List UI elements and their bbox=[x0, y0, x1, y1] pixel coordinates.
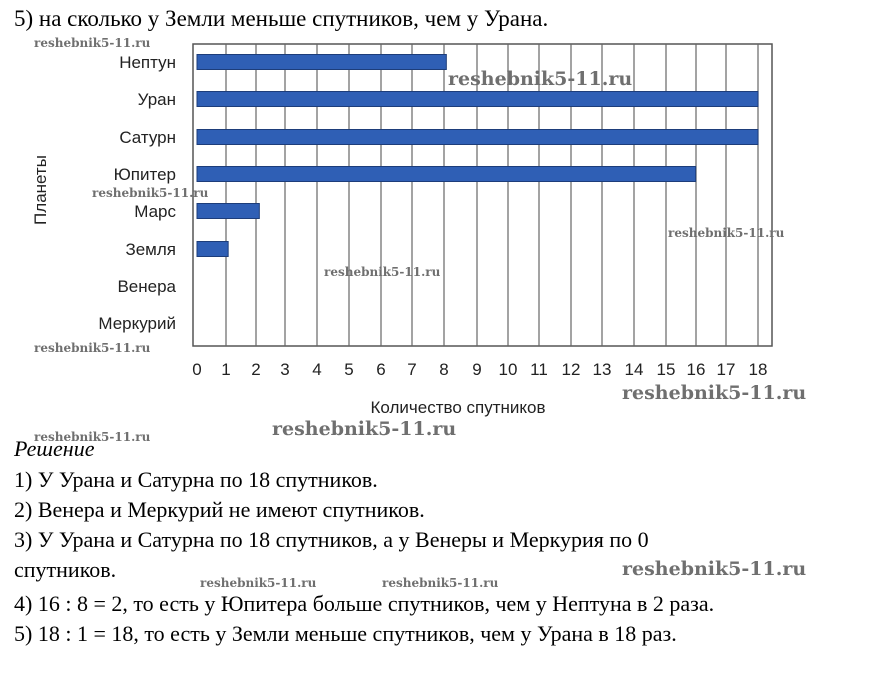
x-tick-label: 7 bbox=[407, 360, 416, 379]
watermark: reshebnik5-11.ru bbox=[200, 576, 317, 590]
solution-line: 3) У Урана и Сатурна по 18 спутников, а … bbox=[14, 527, 649, 552]
category-label: Уран bbox=[138, 90, 176, 109]
watermark: reshebnik5-11.ru bbox=[34, 36, 151, 50]
watermark: reshebnik5-11.ru bbox=[324, 265, 441, 279]
bar-3 bbox=[196, 129, 759, 145]
question-text: 5) на сколько у Земли меньше спутников, … bbox=[14, 6, 549, 31]
x-tick-label: 1 bbox=[221, 360, 230, 379]
watermark: reshebnik5-11.ru bbox=[272, 418, 457, 440]
solution-line: 1) У Урана и Сатурна по 18 спутников. bbox=[14, 467, 378, 492]
x-tick-label: 13 bbox=[593, 360, 612, 379]
x-tick-label: 15 bbox=[657, 360, 676, 379]
category-label: Нептун bbox=[119, 53, 176, 72]
category-label: Земля bbox=[125, 240, 176, 259]
bar-2 bbox=[196, 91, 759, 107]
x-tick-label: 5 bbox=[344, 360, 353, 379]
solution-title: Решение bbox=[14, 436, 95, 461]
chart-bars bbox=[196, 54, 759, 257]
y-axis-title: Планеты bbox=[31, 155, 50, 225]
x-tick-labels: 0 1 2 3 4 5 6 7 8 9 10 11 12 13 14 15 16 17 18 bbox=[192, 360, 767, 379]
x-tick-label: 0 bbox=[192, 360, 201, 379]
category-label: Марс bbox=[134, 202, 176, 221]
solution-line: 4) 16 : 8 = 2, то есть у Юпитера больше … bbox=[14, 591, 715, 616]
bar-chart: Нептун Уран Сатурн Юпитер Марс Земля Венера Мер… bbox=[31, 43, 773, 417]
watermark: reshebnik5-11.ru bbox=[668, 226, 785, 240]
x-tick-label: 9 bbox=[472, 360, 481, 379]
solution-line: 2) Венера и Меркурий не имеют спутников. bbox=[14, 497, 425, 522]
watermark: reshebnik5-11.ru bbox=[34, 430, 151, 444]
watermark: reshebnik5-11.ru bbox=[92, 186, 209, 200]
watermark: reshebnik5-11.ru bbox=[448, 68, 633, 90]
category-label: Венера bbox=[117, 277, 176, 296]
bar-4 bbox=[196, 166, 697, 182]
x-tick-label: 3 bbox=[280, 360, 289, 379]
x-tick-label: 16 bbox=[687, 360, 706, 379]
bar-5 bbox=[196, 203, 260, 219]
category-labels: Нептун Уран Сатурн Юпитер Марс Земля Венера Мер… bbox=[98, 53, 176, 333]
bar-6 bbox=[196, 241, 229, 257]
category-label: Меркурий bbox=[98, 314, 176, 333]
x-tick-label: 6 bbox=[376, 360, 385, 379]
watermark: reshebnik5-11.ru bbox=[34, 341, 151, 355]
x-tick-label: 18 bbox=[749, 360, 768, 379]
x-tick-label: 17 bbox=[717, 360, 736, 379]
solution-line: 5) 18 : 1 = 18, то есть у Земли меньше с… bbox=[14, 621, 677, 646]
x-axis-title: Количество спутников bbox=[370, 398, 545, 417]
x-tick-label: 11 bbox=[530, 360, 548, 379]
watermark: reshebnik5-11.ru bbox=[382, 576, 499, 590]
solution-line: спутников. bbox=[14, 557, 117, 582]
watermark: reshebnik5-11.ru bbox=[622, 382, 807, 404]
x-tick-label: 2 bbox=[251, 360, 260, 379]
x-tick-label: 10 bbox=[499, 360, 518, 379]
category-label: Юпитер bbox=[114, 165, 176, 184]
x-tick-label: 4 bbox=[312, 360, 321, 379]
plot-frame bbox=[192, 43, 773, 347]
x-tick-label: 8 bbox=[439, 360, 448, 379]
x-tick-label: 12 bbox=[562, 360, 581, 379]
bar-1 bbox=[196, 54, 447, 70]
x-tick-label: 14 bbox=[625, 360, 644, 379]
watermark: reshebnik5-11.ru bbox=[622, 558, 807, 580]
category-label: Сатурн bbox=[119, 128, 176, 147]
